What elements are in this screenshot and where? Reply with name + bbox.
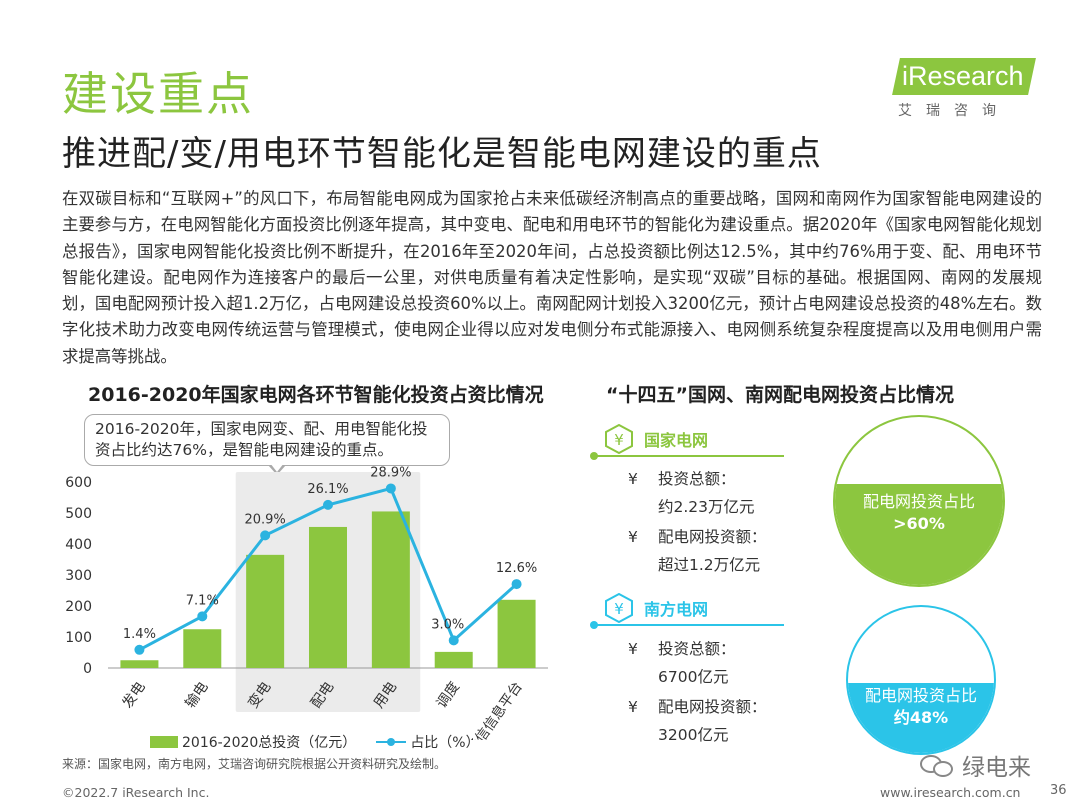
southern-grid-header: ¥ 南方电网: [604, 593, 708, 623]
share-point-4: [385, 483, 396, 494]
share-point-2: [260, 530, 271, 541]
state-grid-total: ¥ 投资总额： 约2.23万亿元: [628, 466, 808, 526]
state-grid-total-label: 投资总额：: [658, 470, 736, 488]
southern-grid-share-label: 配电网投资占比: [864, 686, 977, 705]
bar-4: [371, 511, 410, 668]
page-title: 推进配/变/用电环节智能化是智能电网建设的重点: [62, 134, 822, 174]
y-tick-label: 200: [65, 599, 92, 615]
iresearch-logo: iResearch 艾瑞咨询: [892, 56, 1036, 120]
southern-grid-name: 南方电网: [644, 600, 709, 619]
y-tick-label: 600: [65, 475, 92, 491]
legend-line-swatch: [376, 737, 407, 747]
southern-grid-total-label: 投资总额：: [658, 640, 736, 658]
category-label: 输电: [182, 679, 211, 711]
southern-grid-dist: ¥ 配电网投资额： 3200亿元: [628, 694, 808, 754]
legend-bar-label: 2016-2020总投资（亿元）: [182, 735, 357, 751]
legend-line-label: 占比（%）: [410, 735, 480, 751]
svg-text:¥: ¥: [614, 600, 624, 618]
yen-bullet: ¥: [628, 698, 638, 716]
state-grid-name: 国家电网: [644, 431, 709, 450]
copyright: ©2022.7 iResearch Inc.: [62, 785, 210, 800]
right-panel-title: “十四五”国网、南网配电网投资占比情况: [606, 384, 954, 406]
share-point-0: [134, 644, 145, 655]
source-note: 来源：国家电网，南方电网，艾瑞咨询研究院根据公开资料研究及绘制。: [62, 757, 447, 771]
website-link[interactable]: www.iresearch.com.cn: [880, 785, 1021, 800]
yen-bullet: ¥: [628, 528, 638, 546]
yen-bullet: ¥: [628, 640, 638, 658]
chart-callout: 2016-2020年，国家电网变、配、用电智能化投资占比约达76%，是智能电网建…: [84, 414, 450, 466]
state-grid-header: ¥ 国家电网: [604, 424, 708, 454]
share-point-5: [448, 635, 459, 646]
share-label: 3.0%: [431, 617, 464, 632]
bar-5: [434, 651, 473, 668]
logo-word: iResearch: [902, 61, 1024, 91]
wechat-icon: [920, 751, 956, 779]
state-grid-share-fill: [835, 484, 1003, 585]
bar-3: [309, 526, 347, 668]
share-point-6: [511, 579, 522, 590]
share-point-3: [323, 499, 333, 510]
y-tick-label: 100: [65, 630, 92, 646]
svg-text:¥: ¥: [614, 431, 624, 449]
y-tick-label: 400: [65, 537, 92, 553]
state-grid-dist-label: 配电网投资额：: [658, 528, 767, 546]
chart-title: 2016-2020年国家电网各环节智能化投资占资比情况: [88, 384, 544, 406]
state-grid-share-label: 配电网投资占比: [862, 492, 975, 511]
state-grid-divider: [590, 452, 784, 460]
share-point-1: [197, 611, 208, 622]
category-label: 通信信息平台: [464, 679, 526, 740]
y-tick-label: 0: [83, 661, 92, 677]
share-label: 28.9%: [370, 465, 411, 480]
y-tick-label: 500: [65, 506, 92, 522]
y-tick-label: 300: [65, 568, 92, 584]
bar-1: [183, 629, 222, 668]
southern-grid-total: ¥ 投资总额： 6700亿元: [628, 636, 808, 696]
bar-6: [497, 599, 536, 668]
category-label: 调度: [434, 679, 463, 711]
chart-legend: 2016-2020总投资（亿元） 占比（%）: [150, 732, 480, 752]
page-number: 36: [1050, 783, 1067, 798]
legend-bar-swatch: [150, 736, 178, 748]
southern-grid-dist-label: 配电网投资额：: [658, 698, 767, 716]
section-title: 建设重点: [62, 67, 254, 121]
bar-2: [246, 554, 285, 668]
bar-0: [120, 660, 159, 668]
southern-grid-divider: [590, 621, 784, 629]
state-grid-dist: ¥ 配电网投资额： 超过1.2万亿元: [628, 524, 808, 584]
yen-hex-icon: ¥: [604, 593, 634, 623]
southern-grid-dist-value: 3200亿元: [658, 726, 729, 744]
share-label: 26.1%: [307, 482, 348, 497]
yen-hex-icon: ¥: [604, 424, 634, 454]
southern-grid-share-fill: [848, 682, 994, 753]
watermark: 绿电来: [920, 748, 1031, 782]
state-grid-share-value: >60%: [893, 514, 945, 533]
share-label: 12.6%: [496, 561, 537, 576]
share-label: 1.4%: [123, 627, 156, 642]
state-grid-dist-value: 超过1.2万亿元: [658, 556, 761, 574]
state-grid-total-value: 约2.23万亿元: [658, 498, 755, 516]
intro-paragraph: 在双碳目标和“互联网+”的风口下，布局智能电网成为国家抢占未来低碳经济制高点的重…: [62, 189, 1042, 366]
yen-bullet: ¥: [628, 470, 638, 488]
callout-tail-inner: [270, 463, 284, 472]
share-label: 20.9%: [244, 512, 285, 527]
logo-subtitle: 艾瑞咨询: [898, 103, 1010, 119]
category-label: 发电: [120, 679, 149, 711]
southern-grid-total-value: 6700亿元: [658, 668, 729, 686]
share-label: 7.1%: [186, 593, 219, 608]
southern-grid-share-circle: 配电网投资占比 约48%: [846, 605, 996, 755]
southern-grid-share-value: 约48%: [893, 708, 949, 727]
watermark-text: 绿电来: [962, 755, 1031, 781]
state-grid-share-circle: 配电网投资占比 >60%: [833, 415, 1005, 587]
